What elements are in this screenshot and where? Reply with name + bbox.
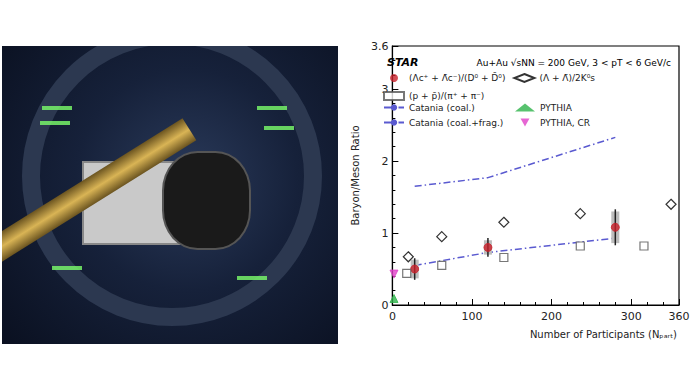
svg-text:3: 3 — [381, 82, 389, 96]
svg-text:Catania (coal.+frag.): Catania (coal.+frag.) — [409, 118, 503, 128]
svg-text:PYTHIA, CR: PYTHIA, CR — [540, 118, 590, 128]
svg-text:(Λ + Λ̄)/2K⁰s: (Λ + Λ̄)/2K⁰s — [539, 73, 595, 83]
svg-text:0: 0 — [389, 310, 396, 323]
svg-text:360: 360 — [669, 310, 690, 323]
svg-text:100: 100 — [462, 310, 483, 323]
svg-text:Baryon/Meson Ratio: Baryon/Meson Ratio — [350, 125, 361, 225]
svg-text:0: 0 — [381, 299, 388, 312]
svg-text:1: 1 — [381, 227, 388, 240]
svg-text:Catania (coal.): Catania (coal.) — [409, 103, 475, 113]
svg-text:2: 2 — [381, 155, 388, 168]
svg-text:PYTHIA: PYTHIA — [540, 103, 573, 113]
svg-text:(Λc⁺ + Λ̄c⁻)/(D⁰ + D̄⁰): (Λc⁺ + Λ̄c⁻)/(D⁰ + D̄⁰) — [409, 72, 505, 83]
svg-text:STAR: STAR — [387, 56, 419, 69]
svg-text:Au+Au √sNN = 200 GeV, 3 < pT <: Au+Au √sNN = 200 GeV, 3 < pT < 6 GeV/c — [477, 58, 671, 68]
svg-text:3.6: 3.6 — [371, 40, 389, 53]
svg-text:Number of Participants (Nₚₐᵣₜ): Number of Participants (Nₚₐᵣₜ) — [530, 329, 677, 340]
svg-text:200: 200 — [541, 310, 562, 323]
svg-text:(p + p̄)/(π⁺ + π⁻): (p + p̄)/(π⁺ + π⁻) — [409, 91, 484, 101]
svg-text:300: 300 — [621, 310, 642, 323]
